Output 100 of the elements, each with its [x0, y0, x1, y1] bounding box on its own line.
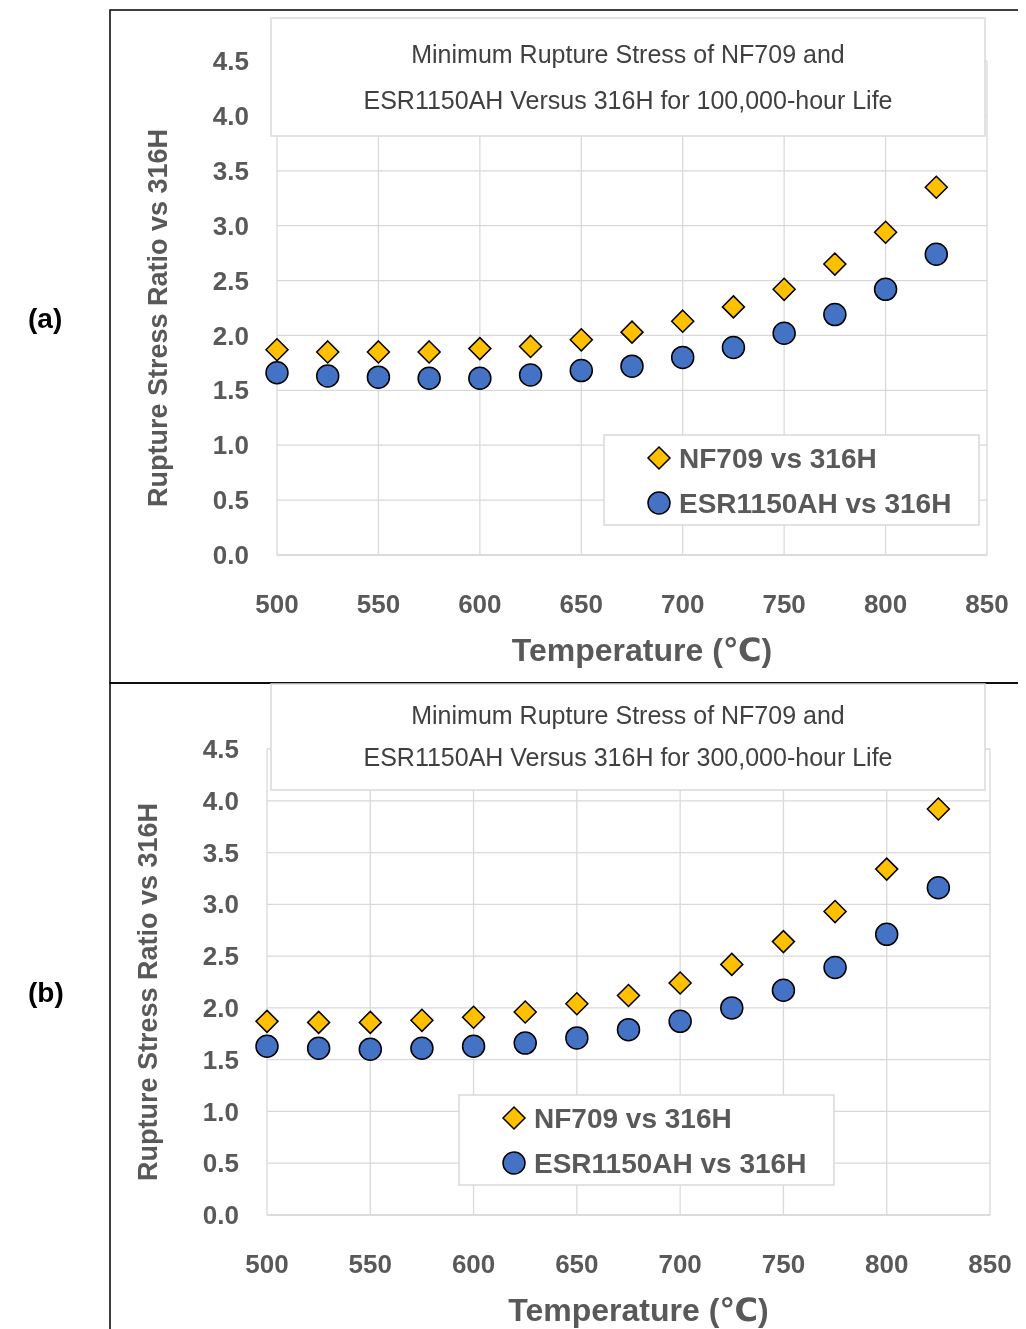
point: [565, 992, 589, 1016]
point: [721, 295, 746, 319]
point: [873, 220, 898, 244]
chart-title: Minimum Rupture Stress of NF709 and ESR1150AH Versus 316H for 300,000-hour Life: [363, 701, 893, 771]
point: [417, 366, 441, 391]
point: [720, 996, 744, 1020]
x-tick-label: 700: [661, 589, 705, 619]
legend-label: NF709 vs 316H: [534, 1102, 732, 1134]
x-tick-label: 550: [348, 1249, 392, 1279]
point: [513, 1000, 537, 1024]
point: [410, 1008, 434, 1033]
y-tick-label: 2.0: [202, 992, 239, 1023]
legend-label: ESR1150AH vs 316H: [534, 1147, 807, 1179]
point: [771, 978, 796, 1003]
point: [823, 302, 847, 327]
point: [569, 358, 594, 383]
point: [518, 363, 543, 387]
point: [358, 1037, 383, 1062]
point: [823, 899, 847, 924]
point: [924, 175, 949, 199]
y-tick-label: 3.0: [212, 210, 249, 241]
y-tick-label: 1.5: [212, 375, 249, 406]
point: [616, 1017, 641, 1042]
x-tick-label: 500: [255, 589, 299, 619]
point: [616, 983, 641, 1008]
x-axis-title: Temperature (℃): [508, 1292, 769, 1328]
x-axis-title: Temperature (℃): [511, 632, 773, 668]
y-tick-label: 3.0: [202, 889, 239, 920]
point: [306, 1010, 331, 1035]
point: [265, 361, 289, 385]
y-tick-label: 2.5: [212, 265, 249, 296]
point: [873, 277, 898, 302]
y-tick-label: 0.0: [212, 540, 249, 571]
point: [924, 242, 949, 266]
point: [823, 252, 847, 276]
y-tick-label: 1.5: [202, 1044, 239, 1075]
x-tick-label: 800: [865, 1249, 909, 1279]
point: [255, 1034, 279, 1058]
point: [926, 876, 951, 900]
point: [358, 1010, 383, 1035]
point: [461, 1034, 486, 1058]
x-tick-label: 600: [458, 589, 502, 619]
point: [366, 340, 391, 364]
point: [670, 345, 695, 370]
text: (a): [28, 302, 63, 334]
y-tick-label: 4.5: [202, 734, 239, 765]
y-axis-title: Rupture Stress Ratio vs 316H: [143, 128, 173, 508]
point: [772, 277, 796, 302]
point: [823, 955, 847, 980]
point: [569, 328, 594, 352]
x-tick-label: 850: [968, 1249, 1012, 1279]
y-tick-label: 1.0: [212, 430, 249, 461]
point: [874, 857, 899, 881]
x-tick-label: 750: [762, 589, 806, 619]
point: [668, 971, 692, 995]
point: [926, 797, 951, 821]
point: [620, 354, 644, 378]
point: [772, 321, 796, 345]
legend-label: ESR1150AH vs 316H: [679, 487, 952, 519]
y-tick-label: 4.5: [212, 46, 249, 77]
y-tick-label: 3.5: [212, 155, 249, 186]
point: [255, 1009, 279, 1034]
point: [366, 365, 391, 389]
y-tick-label: 0.5: [212, 485, 249, 516]
y-tick-label: 3.5: [202, 837, 239, 868]
y-tick-label: 2.5: [202, 941, 239, 972]
point: [410, 1036, 434, 1061]
y-tick-label: 2.0: [212, 320, 249, 351]
x-tick-label: 650: [559, 589, 603, 619]
point: [513, 1031, 537, 1055]
point: [315, 340, 340, 364]
x-tick-label: 700: [658, 1249, 702, 1279]
point: [468, 336, 492, 361]
point: [468, 366, 492, 391]
y-tick-label: 0.5: [202, 1148, 239, 1179]
y-axis-title: Rupture Stress Ratio vs 316H: [133, 802, 163, 1182]
point: [565, 1026, 589, 1050]
point: [720, 952, 744, 977]
y-tick-label: 4.0: [212, 100, 249, 131]
x-tick-label: 650: [555, 1249, 599, 1279]
x-tick-label: 800: [863, 589, 908, 619]
x-tick-label: 850: [965, 589, 1009, 619]
point: [874, 922, 899, 947]
x-tick-label: 600: [451, 1249, 496, 1279]
text: (b): [28, 976, 64, 1008]
point: [306, 1036, 331, 1061]
x-tick-label: 500: [245, 1249, 289, 1279]
x-tick-label: 550: [356, 589, 401, 619]
point: [265, 337, 289, 362]
y-tick-label: 1.0: [202, 1096, 239, 1127]
x-tick-label: 750: [761, 1249, 806, 1279]
point: [670, 309, 695, 333]
chart-title: Minimum Rupture Stress of NF709 and ESR1150AH Versus 316H for 100,000-hour Life: [363, 39, 893, 114]
point: [417, 340, 441, 364]
y-tick-label: 4.0: [202, 785, 239, 816]
point: [771, 929, 796, 954]
point: [620, 320, 644, 344]
point: [721, 335, 746, 360]
point: [315, 364, 340, 388]
y-tick-label: 0.0: [202, 1200, 239, 1231]
